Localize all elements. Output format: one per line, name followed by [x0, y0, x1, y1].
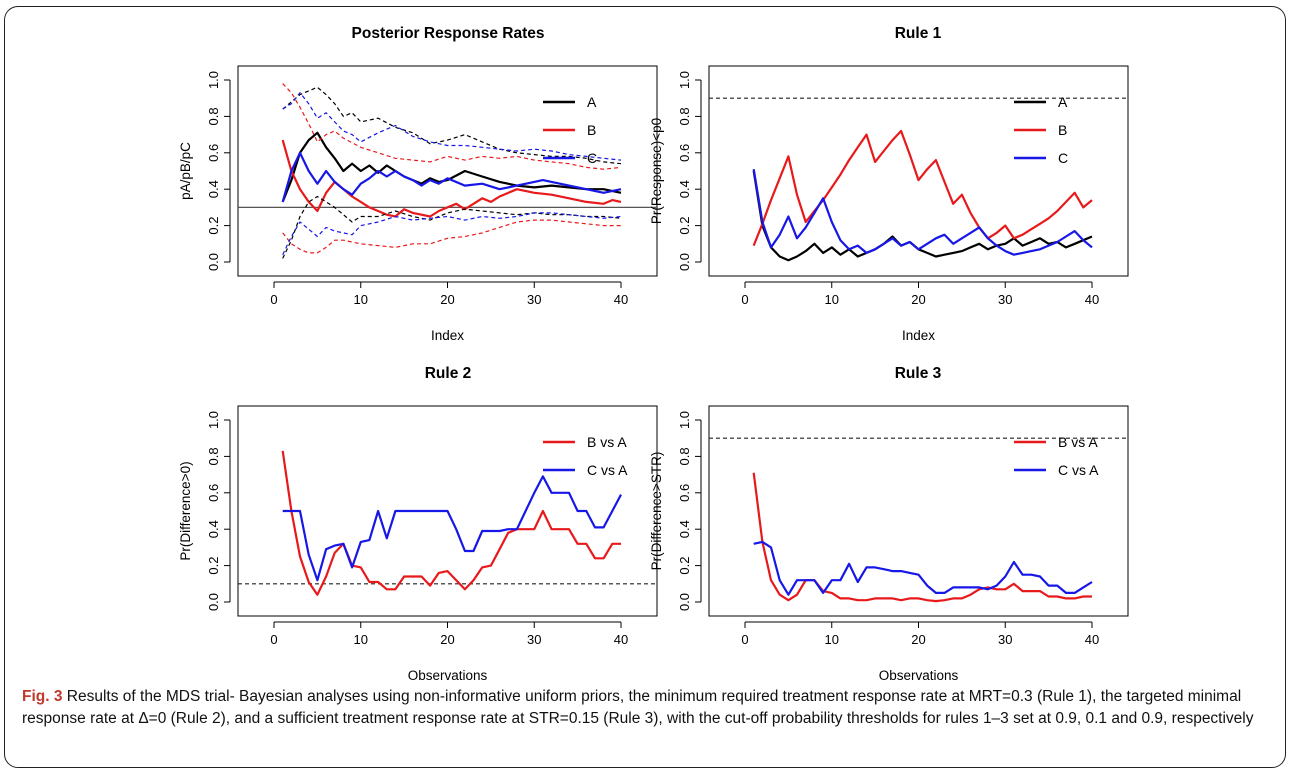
x-tick-label: 30: [527, 292, 541, 307]
legend-label: C: [1058, 150, 1068, 166]
y-tick-label: 0.8: [677, 447, 692, 465]
x-tick-label: 0: [741, 632, 748, 647]
credible-interval-line: [282, 212, 622, 255]
series-line-c: [281, 151, 622, 203]
y-tick-label: 1.0: [677, 71, 692, 89]
y-tick-label: 0.8: [206, 447, 221, 465]
credible-interval-line: [282, 86, 622, 165]
legend-label: C: [587, 150, 597, 166]
x-tick-label: 30: [998, 632, 1012, 647]
x-axis-label: Index: [431, 328, 464, 343]
y-tick-label: 0.6: [206, 144, 221, 162]
series-line-b: [281, 139, 622, 218]
y-tick-label: 1.0: [206, 411, 221, 429]
chart-title: Rule 2: [425, 365, 472, 382]
legend-label: C vs A: [587, 462, 628, 478]
y-tick-label: 0.0: [677, 253, 692, 271]
series-line-c: [752, 169, 1093, 256]
x-axis-label: Observations: [408, 668, 488, 680]
y-tick-label: 0.8: [677, 107, 692, 125]
y-tick-label: 1.0: [677, 411, 692, 429]
plot-area: [708, 405, 1129, 617]
chart-panel-1: Posterior Response Rates 0 10 20 30 40 Index 0.…: [178, 25, 658, 343]
x-tick-label: 0: [741, 292, 748, 307]
legend-label: C vs A: [1058, 462, 1099, 478]
y-tick-label: 0.4: [677, 520, 692, 538]
plot-area: [708, 65, 1129, 277]
series-line-b-vs-a: [281, 450, 621, 596]
y-tick-label: 0.4: [677, 180, 692, 198]
chart-panel-4: Rule 3 0 10 20 30 40 Observations 0.0 0.2 0.4 0.6 0…: [649, 365, 1129, 680]
x-tick-label: 40: [614, 632, 628, 647]
y-tick-label: 0.6: [206, 484, 221, 502]
x-tick-label: 20: [911, 632, 925, 647]
caption-label: Fig. 3: [22, 688, 63, 705]
y-tick-label: 0.0: [677, 593, 692, 611]
y-axis-label: Pr(Difference>STR): [649, 452, 664, 571]
x-tick-label: 40: [1085, 632, 1099, 647]
y-tick-label: 0.2: [677, 217, 692, 235]
credible-interval-line: [282, 83, 622, 170]
plot-area: [237, 405, 658, 617]
chart-title: Rule 3: [895, 365, 942, 382]
figure-caption: Fig. 3 Results of the MDS trial- Bayesia…: [22, 686, 1262, 730]
credible-interval-line: [282, 195, 622, 259]
legend-label: A: [1058, 94, 1068, 110]
x-tick-label: 10: [825, 292, 839, 307]
legend-label: B: [1058, 122, 1067, 138]
series-line-a: [752, 170, 1093, 262]
caption-text: Results of the MDS trial- Bayesian analy…: [22, 688, 1254, 727]
y-axis-label: pA/pB/pC: [178, 142, 193, 200]
x-tick-label: 30: [527, 632, 541, 647]
plot-area: [237, 65, 658, 277]
y-tick-label: 0.8: [206, 107, 221, 125]
x-tick-label: 20: [440, 292, 454, 307]
chart-panel-3: Rule 2 0 10 20 30 40 Observations 0.0 0.2 0.4 0.6 0…: [178, 365, 658, 680]
credible-interval-line: [282, 219, 621, 254]
x-tick-label: 20: [911, 292, 925, 307]
y-tick-label: 0.2: [206, 217, 221, 235]
legend-label: B vs A: [587, 434, 627, 450]
y-tick-label: 0.6: [677, 144, 692, 162]
y-tick-label: 0.6: [677, 484, 692, 502]
legend-label: A: [587, 94, 597, 110]
y-axis-label: Pr(Difference>0): [178, 461, 193, 560]
figure-plots: Posterior Response Rates 0 10 20 30 40 Index 0.…: [178, 25, 1129, 680]
x-tick-label: 40: [614, 292, 628, 307]
x-tick-label: 0: [270, 632, 277, 647]
y-tick-label: 0.0: [206, 593, 221, 611]
legend-label: B vs A: [1058, 434, 1098, 450]
y-tick-label: 0.2: [677, 557, 692, 575]
x-tick-label: 0: [270, 292, 277, 307]
x-tick-label: 20: [440, 632, 454, 647]
y-tick-label: 0.4: [206, 520, 221, 538]
y-tick-label: 1.0: [206, 71, 221, 89]
x-tick-label: 10: [354, 632, 368, 647]
y-tick-label: 0.0: [206, 253, 221, 271]
x-tick-label: 10: [354, 292, 368, 307]
chart-title: Rule 1: [895, 25, 942, 42]
x-tick-label: 40: [1085, 292, 1099, 307]
x-tick-label: 30: [998, 292, 1012, 307]
x-axis-label: Index: [902, 328, 935, 343]
credible-interval-line: [282, 92, 622, 161]
series-line-a: [281, 131, 622, 203]
figure-frame: [4, 6, 1286, 768]
chart-panel-2: Rule 1 0 10 20 30 40 Index 0.0 0.2 0.4 0.6 0.8 1.0 Pr…: [649, 25, 1129, 343]
y-tick-label: 0.2: [206, 557, 221, 575]
series-line-c-vs-a: [282, 475, 622, 582]
x-tick-label: 10: [825, 632, 839, 647]
x-axis-label: Observations: [879, 668, 959, 680]
legend-label: B: [587, 122, 596, 138]
series-line-b: [752, 129, 1093, 247]
y-tick-label: 0.4: [206, 180, 221, 198]
series-line-c-vs-a: [753, 540, 1093, 596]
y-axis-label: Pr(Response)<p0: [649, 118, 664, 224]
chart-title: Posterior Response Rates: [352, 25, 545, 42]
